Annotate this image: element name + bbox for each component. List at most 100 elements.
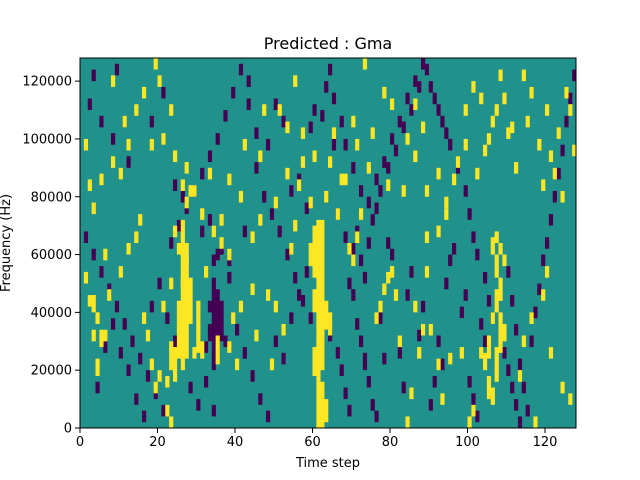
heatmap-cell-low: [211, 404, 216, 417]
heatmap-cell-low: [432, 375, 437, 388]
heatmap-cell-high: [421, 121, 426, 134]
heatmap-cell-high: [335, 208, 340, 220]
heatmap-cell-high: [382, 86, 387, 99]
heatmap-cell-low: [254, 162, 259, 174]
y-tick-label: 0: [64, 422, 72, 437]
heatmap-cell-high: [273, 300, 278, 313]
heatmap-cell-high: [316, 219, 321, 348]
heatmap-cell-low: [432, 92, 437, 105]
heatmap-cell-high: [486, 133, 492, 145]
heatmap-cell-low: [382, 156, 387, 168]
heatmap-cell-high: [238, 190, 244, 203]
heatmap-cell-high: [494, 289, 499, 313]
heatmap-cell-low: [390, 133, 395, 145]
heatmap-cell-high: [455, 156, 461, 168]
heatmap-cell-high: [238, 300, 244, 313]
heatmap-cell-high: [436, 225, 441, 238]
heatmap-cell-low: [359, 254, 364, 267]
heatmap-cell-high: [463, 138, 468, 151]
heatmap-cell-high: [173, 225, 178, 238]
heatmap-cell-high: [308, 243, 313, 267]
heatmap-cell-high: [362, 58, 368, 70]
heatmap-cell-high: [235, 358, 240, 371]
heatmap-cell-high: [436, 167, 441, 180]
heatmap-cell-low: [533, 306, 538, 319]
heatmap-cell-low: [242, 225, 247, 238]
heatmap-cell-high: [118, 266, 123, 278]
heatmap-cell-low: [529, 335, 534, 348]
heatmap-cell-high: [490, 312, 495, 324]
x-axis-label: Time step: [295, 456, 360, 471]
heatmap-cell-high: [374, 312, 379, 324]
heatmap-cell-low: [242, 347, 247, 359]
heatmap-cell-high: [95, 358, 100, 376]
heatmap-cell-high: [331, 127, 337, 139]
heatmap-cell-high: [262, 104, 267, 116]
heatmap-cell-high: [413, 98, 418, 111]
heatmap-cell-high: [479, 347, 484, 359]
x-tick-label: 120: [533, 435, 558, 450]
heatmap-cell-high: [498, 277, 503, 301]
heatmap-cell-low: [374, 410, 379, 423]
heatmap-cell-low: [386, 237, 391, 249]
heatmap-cell-high: [521, 335, 526, 348]
heatmap-cell-low: [161, 86, 166, 99]
heatmap-cell-high: [231, 312, 236, 324]
heatmap-cell-high: [103, 329, 108, 342]
heatmap-cell-low: [173, 335, 178, 348]
heatmap-cell-high: [316, 381, 321, 428]
heatmap-cell-low: [277, 225, 282, 238]
heatmap-cell-low: [91, 69, 96, 82]
heatmap-cell-high: [242, 138, 247, 151]
heatmap-cell-low: [211, 277, 216, 371]
heatmap-cell-high: [537, 138, 542, 151]
heatmap-cell-high: [266, 289, 271, 301]
heatmap-cell-high: [552, 167, 557, 180]
x-tick-label: 40: [227, 435, 244, 450]
heatmap-cell-low: [308, 312, 313, 324]
heatmap-cell-low: [211, 254, 216, 267]
heatmap-cell-high: [560, 190, 565, 203]
heatmap-cell-low: [370, 214, 375, 226]
heatmap-cell-low: [347, 404, 352, 417]
heatmap-cell-high: [300, 127, 306, 139]
heatmap-cell-low: [157, 277, 162, 290]
heatmap-cell-high: [219, 214, 224, 226]
heatmap-cell-high: [471, 81, 476, 93]
heatmap-cell-high: [529, 312, 534, 324]
heatmap-cell-low: [200, 167, 205, 180]
heatmap-cell-high: [293, 219, 298, 232]
heatmap-cell-high: [188, 185, 193, 197]
x-tick-label: 60: [304, 435, 321, 450]
heatmap-cell-low: [378, 312, 383, 324]
heatmap-cell-low: [444, 127, 449, 139]
heatmap-cell-high: [184, 162, 189, 174]
heatmap-cell-low: [475, 410, 480, 423]
heatmap-cell-high: [545, 266, 550, 278]
heatmap-cell-low: [169, 237, 174, 249]
heatmap-cell-high: [138, 214, 143, 226]
heatmap-cell-high: [390, 266, 395, 278]
heatmap-cell-high: [382, 283, 387, 296]
heatmap-cell-high: [386, 179, 391, 191]
x-tick-label: 20: [149, 435, 166, 450]
heatmap-cell-low: [207, 214, 213, 226]
heatmap-cell-low: [320, 110, 325, 122]
heatmap-cell-high: [258, 150, 263, 163]
heatmap-cell-low: [471, 231, 476, 243]
heatmap-cell-high: [184, 243, 189, 267]
heatmap-cell-low: [351, 243, 356, 255]
heatmap-cell-low: [238, 63, 244, 76]
heatmap-cell-high: [471, 404, 476, 417]
heatmap-cell-low: [289, 185, 294, 197]
heatmap-cell-low: [126, 156, 131, 168]
heatmap-cell-high: [169, 277, 174, 290]
heatmap-cell-high: [351, 254, 356, 267]
heatmap-cell-high: [91, 202, 96, 215]
heatmap-cell-high: [506, 127, 511, 139]
heatmap-cell-high: [494, 254, 499, 278]
heatmap-cell-high: [479, 92, 484, 105]
heatmap-cell-high: [277, 104, 282, 116]
heatmap-cell-high: [285, 167, 290, 180]
heatmap-cell-high: [339, 173, 344, 186]
